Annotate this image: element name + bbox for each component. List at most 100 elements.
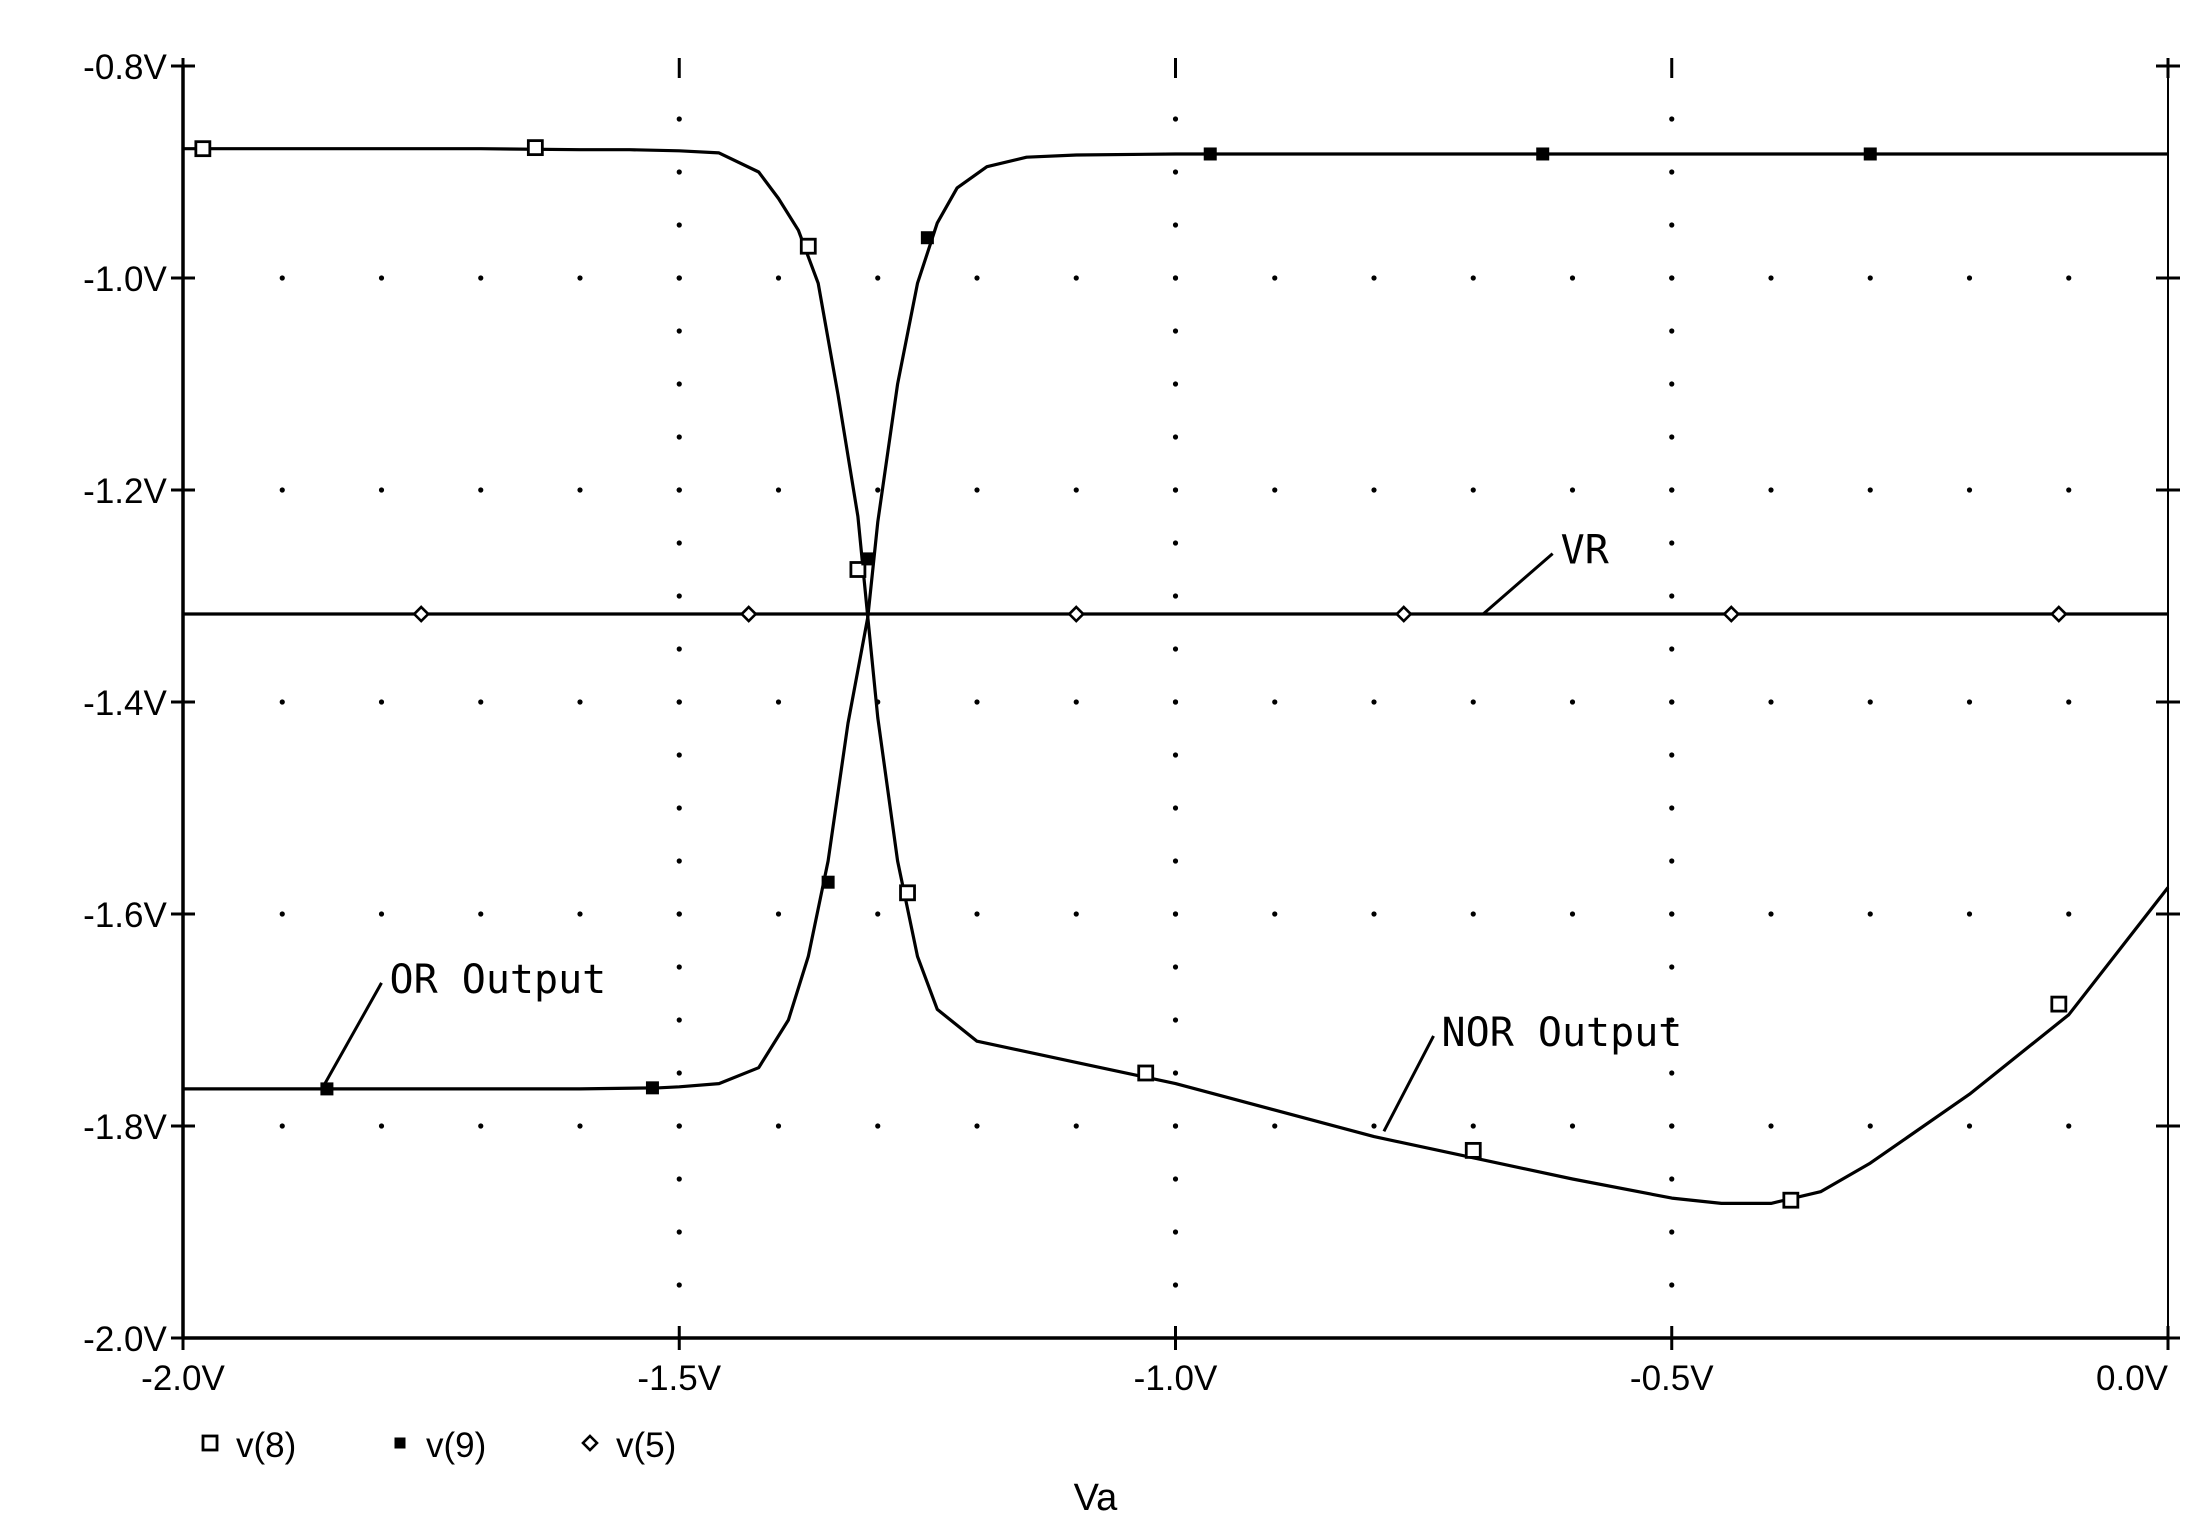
grid-dot — [974, 275, 980, 281]
grid-dot — [1272, 911, 1278, 917]
grid-dot — [1172, 593, 1179, 599]
grid-dot — [676, 434, 682, 440]
annotation-leader — [1482, 552, 1554, 616]
grid-dot — [1371, 1123, 1377, 1129]
grid-dot — [1867, 275, 1873, 281]
grid-dot — [1172, 434, 1179, 440]
series-line-v8 — [183, 147, 2170, 1206]
grid-dot — [1669, 752, 1675, 758]
grid-dot — [676, 1282, 682, 1288]
grid-dot — [1470, 911, 1476, 917]
marker-v5 — [1067, 605, 1086, 623]
annotation-leader — [320, 982, 383, 1090]
grid-dot — [676, 593, 682, 599]
grid-dot — [1172, 487, 1179, 493]
grid-dot — [1966, 487, 1973, 493]
grid-dot — [775, 487, 782, 493]
legend-label: v(5) — [616, 1426, 676, 1465]
grid-dot — [1172, 328, 1179, 334]
legend-marker — [581, 1434, 599, 1452]
series-lines — [183, 147, 2170, 1206]
grid-dot — [676, 805, 682, 811]
grid-dot — [279, 487, 285, 493]
grid-dot — [676, 540, 682, 546]
grid-dot — [1768, 275, 1774, 281]
grid-dot — [577, 911, 583, 917]
grid-dot — [676, 487, 682, 493]
grid-dot — [1470, 275, 1476, 281]
grid-dot — [676, 1123, 682, 1129]
x-tick-label: -0.5V — [1630, 1359, 1714, 1398]
grid-dot — [1768, 1123, 1774, 1129]
grid-dot — [974, 911, 980, 917]
grid-dot — [2066, 487, 2072, 493]
grid-dot — [1172, 1123, 1179, 1129]
grid-dot — [676, 381, 682, 387]
grid-dot — [1966, 911, 1973, 917]
grid-dot — [577, 699, 583, 705]
tick-marks — [171, 58, 2180, 1350]
series-markers — [194, 139, 2068, 1209]
grid-dot — [1172, 964, 1179, 970]
marker-v5 — [2049, 605, 2068, 623]
annotation-label: NOR Output — [1442, 1010, 1683, 1056]
grid-dot — [676, 699, 682, 705]
y-tick-label: -2.0V — [83, 1320, 167, 1359]
grid-dot — [1669, 116, 1675, 122]
grid-dot — [378, 275, 385, 281]
y-tick-label: -1.8V — [83, 1108, 167, 1147]
grid-dot — [1272, 699, 1278, 705]
grid-dot — [676, 222, 682, 228]
grid-dot — [577, 487, 583, 493]
marker-v5 — [1722, 605, 1741, 623]
y-tick-label: -1.0V — [83, 260, 167, 299]
grid-dot — [676, 646, 682, 652]
grid-dot — [1966, 1123, 1973, 1129]
grid-dot — [1669, 169, 1675, 175]
grid-dot — [974, 1123, 980, 1129]
grid-dot — [1669, 911, 1675, 917]
y-tick-label: -1.2V — [83, 472, 167, 511]
grid-dot — [1073, 699, 1079, 705]
marker-v5 — [1394, 605, 1413, 623]
grid-dot — [279, 275, 285, 281]
grid-dot — [1172, 222, 1179, 228]
grid-dot — [378, 1123, 385, 1129]
grid-dot — [1172, 646, 1179, 652]
marker-v9 — [1203, 147, 1217, 161]
grid-dot — [1669, 646, 1675, 652]
grid-dot — [1172, 752, 1179, 758]
grid-dot — [1669, 328, 1675, 334]
x-tick-label: 0.0V — [2096, 1359, 2169, 1398]
grid-dot — [1172, 1229, 1179, 1235]
grid-dot — [1073, 275, 1079, 281]
grid-dot — [1669, 805, 1675, 811]
grid-dot — [1172, 699, 1179, 705]
marker-v9 — [920, 231, 934, 245]
grid-dot — [1867, 1123, 1873, 1129]
grid-dot — [1669, 540, 1675, 546]
annotation-label: VR — [1561, 528, 1610, 574]
grid-dot — [676, 1070, 682, 1076]
grid-dot — [1669, 434, 1675, 440]
grid-dot — [1172, 1176, 1179, 1182]
grid-dot — [1272, 275, 1278, 281]
grid-dot — [1569, 911, 1576, 917]
grid-dot — [1470, 1123, 1476, 1129]
grid-dot — [775, 911, 782, 917]
grid-dot — [1569, 699, 1576, 705]
grid-dot — [1172, 540, 1179, 546]
grid-dot — [378, 487, 385, 493]
grid-dot — [2066, 275, 2072, 281]
grid-dot — [1867, 911, 1873, 917]
grid-dot — [775, 699, 782, 705]
marker-v8 — [526, 139, 544, 157]
grid-dot — [1371, 275, 1377, 281]
marker-v8 — [1464, 1141, 1482, 1159]
grid-dot — [2066, 1123, 2072, 1129]
grid-dot — [676, 964, 682, 970]
grid-dot — [1569, 275, 1576, 281]
marker-v8 — [2050, 995, 2068, 1013]
marker-v9 — [1863, 147, 1877, 161]
